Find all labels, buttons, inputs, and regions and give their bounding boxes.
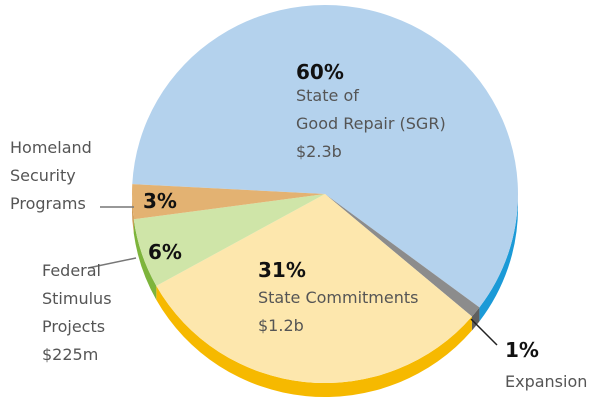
leader-line <box>470 318 498 346</box>
category-label: Expansion <box>505 372 588 391</box>
pie-sides <box>132 194 518 398</box>
slice <box>156 194 472 383</box>
slice <box>132 184 325 220</box>
category-label: State of Good Repair (SGR) <box>296 86 446 133</box>
value-label: 60% <box>296 60 344 84</box>
category-label: Homeland Security Programs <box>10 138 92 213</box>
value-label: 3% <box>143 189 177 213</box>
slice-side <box>479 194 518 322</box>
value-label: 6% <box>148 240 182 264</box>
amount-label: $1.2b <box>258 316 304 335</box>
slice <box>133 194 325 286</box>
pie-tops <box>132 5 518 383</box>
slice <box>325 194 480 317</box>
amount-label: $225m <box>42 345 99 364</box>
value-label: 1% <box>505 338 539 362</box>
slice-side <box>133 219 157 300</box>
category-label: Federal Stimulus Projects <box>42 261 112 336</box>
amount-label: $2.3b <box>296 142 342 161</box>
slice-side <box>471 307 480 331</box>
slice-side <box>132 194 134 234</box>
category-label: State Commitments <box>258 288 419 307</box>
leader-line <box>87 257 137 269</box>
slice-side <box>156 285 472 398</box>
value-label: 31% <box>258 258 306 282</box>
slice <box>132 5 518 308</box>
